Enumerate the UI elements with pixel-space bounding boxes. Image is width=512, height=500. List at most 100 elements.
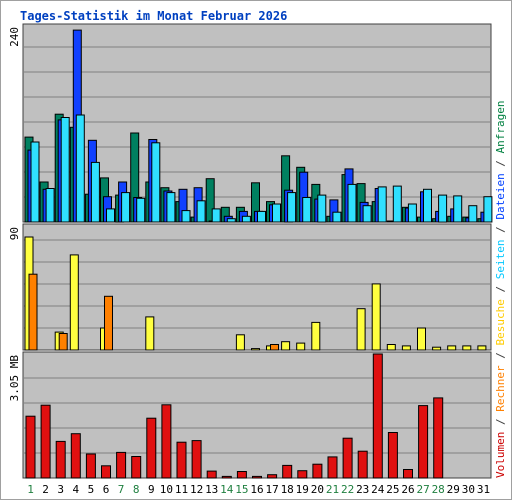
bar-seiten-day-9 (151, 142, 161, 223)
y-max-label: 90 (8, 227, 21, 240)
bar-seiten-day-27 (423, 188, 432, 223)
bar-seiten-day-2 (45, 188, 55, 223)
bar-volumen-day-11 (176, 441, 187, 479)
x-tick-label: 20 (311, 483, 324, 496)
bar-seiten-day-30 (468, 205, 478, 223)
x-tick-label: 11 (175, 483, 188, 496)
bar-seiten-day-15 (241, 215, 251, 223)
x-tick-label: 9 (148, 483, 155, 496)
panel-visits: 90 (8, 223, 492, 351)
bar-besuche-day-30 (462, 345, 472, 351)
legend-item-anfragen: Anfragen (494, 100, 507, 153)
bar-besuche-day-18 (281, 341, 291, 351)
x-tick-label: 27 (416, 483, 429, 496)
bar-seiten-day-22 (347, 183, 357, 223)
bar-seiten-day-19 (302, 197, 312, 223)
bar-besuche-day-29 (447, 345, 457, 351)
bar-rechner-day-1 (28, 273, 38, 351)
bar-volumen-day-28 (433, 397, 444, 479)
bar-volumen-day-15 (236, 471, 247, 479)
bar-seiten-day-10 (166, 192, 176, 223)
bar-volumen-day-20 (312, 463, 323, 479)
x-tick-label: 30 (462, 483, 475, 496)
x-tick-label: 6 (103, 483, 110, 496)
bar-seiten-day-16 (257, 210, 266, 223)
chart-title: Tages-Statistik im Monat Februar 2026 (20, 9, 287, 23)
legend: Volumen / Rechner / Besuche / Seiten / D… (494, 100, 507, 478)
bar-seiten-day-14 (226, 218, 236, 223)
x-tick-label: 5 (88, 483, 95, 496)
x-axis-labels: 1 2 3 4 5 6 7 8 9 10 11 12 13 14 15 16 17 18 19 20 21 22 23 24 2… (27, 483, 490, 496)
legend-item-dateien: Dateien (494, 173, 507, 219)
legend-separator: / (494, 153, 507, 173)
bar-besuche-day-28 (432, 346, 442, 351)
x-tick-label: 28 (432, 483, 445, 496)
bar-seiten-day-11 (181, 210, 191, 223)
bar-seiten-day-12 (196, 200, 206, 223)
bar-seiten-day-31 (483, 196, 493, 223)
plot-area (22, 351, 492, 479)
x-tick-label: 23 (356, 483, 369, 496)
bar-besuche-day-4 (69, 254, 79, 351)
x-tick-label: 13 (205, 483, 218, 496)
x-tick-label: 24 (371, 483, 385, 496)
bar-volumen-day-8 (131, 456, 142, 479)
legend-separator: / (494, 279, 507, 299)
legend-item-volumen: Volumen (494, 432, 507, 478)
bar-volumen-day-26 (403, 469, 413, 479)
bar-seiten-day-21 (332, 211, 342, 223)
bar-volumen-day-13 (206, 470, 217, 479)
bar-besuche-day-27 (417, 327, 426, 351)
bar-seiten-day-17 (272, 203, 281, 223)
x-tick-label: 15 (235, 483, 248, 496)
bar-besuche-day-25 (386, 344, 396, 351)
bar-besuche-day-16 (251, 348, 260, 351)
bar-besuche-day-24 (371, 283, 381, 351)
legend-item-seiten: Seiten (494, 240, 507, 280)
panel-volume: 3.05 MB (8, 351, 492, 479)
bar-besuche-day-31 (477, 345, 487, 351)
bar-seiten-day-8 (136, 197, 146, 223)
bar-volumen-day-4 (70, 433, 81, 479)
legend-separator: / (494, 346, 507, 366)
bar-volumen-day-22 (342, 437, 353, 479)
x-tick-label: 19 (296, 483, 309, 496)
bar-volumen-day-1 (25, 415, 36, 479)
x-tick-label: 18 (281, 483, 294, 496)
bar-seiten-day-6 (106, 208, 115, 223)
x-tick-label: 16 (250, 483, 263, 496)
legend-item-rechner: Rechner (494, 365, 507, 412)
bar-seiten-day-5 (90, 161, 100, 223)
x-tick-label: 12 (190, 483, 203, 496)
panel-hits: 240 (8, 23, 493, 223)
bar-rechner-day-3 (58, 333, 68, 351)
x-tick-label: 7 (118, 483, 125, 496)
bar-seiten-day-24 (377, 186, 387, 223)
bar-volumen-day-10 (161, 404, 172, 479)
bar-seiten-day-23 (362, 205, 372, 223)
bar-rechner-day-6 (104, 295, 113, 351)
bar-volumen-day-3 (55, 440, 66, 479)
chart-panels: 240 90 3.05 MB (8, 23, 493, 479)
x-tick-label: 2 (42, 483, 49, 496)
bar-seiten-day-26 (407, 203, 417, 223)
bar-besuche-day-9 (145, 316, 155, 351)
bar-volumen-day-18 (282, 464, 293, 479)
bar-seiten-day-29 (453, 195, 463, 223)
x-tick-label: 31 (477, 483, 490, 496)
bar-seiten-day-7 (121, 192, 131, 223)
bar-volumen-day-24 (372, 353, 383, 479)
bar-volumen-day-14 (221, 475, 232, 479)
bar-volumen-day-27 (418, 405, 429, 479)
bar-volumen-day-19 (297, 470, 308, 479)
bar-volumen-day-25 (387, 432, 398, 479)
x-tick-label: 4 (72, 483, 79, 496)
x-tick-label: 29 (447, 483, 460, 496)
bar-seiten-day-20 (317, 194, 327, 223)
bar-volumen-day-9 (146, 417, 157, 479)
bar-seiten-day-28 (438, 194, 448, 223)
x-tick-label: 25 (386, 483, 399, 496)
bar-besuche-day-26 (401, 345, 411, 351)
